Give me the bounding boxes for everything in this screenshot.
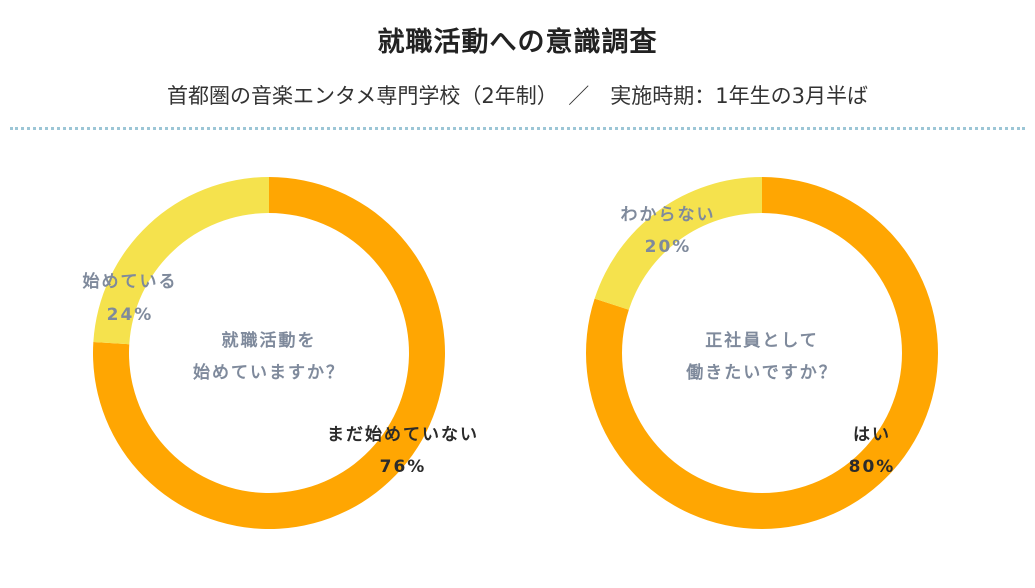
slice-value-started: 24% bbox=[107, 305, 154, 325]
slice-label-started: 始めている bbox=[83, 271, 178, 292]
slice-label-dont-know: わからない bbox=[621, 205, 716, 225]
slice-label-yes: はい bbox=[853, 425, 891, 445]
donut-chart-employment: 正社員として 働きたいですか？ はい 80% わからない 20% bbox=[585, 177, 938, 530]
donut-chart-job-hunting: 就職活動を 始めていますか？ まだ始めていない 76% 始めている 24% bbox=[83, 177, 479, 529]
center-text-line-2: 働きたいですか？ bbox=[685, 362, 838, 383]
donut-slice-dont-know bbox=[594, 177, 762, 310]
slice-value-dont-know: 20% bbox=[645, 237, 692, 257]
slice-value-yes: 80% bbox=[849, 457, 896, 477]
center-text-line-1: 就職活動を bbox=[222, 330, 317, 351]
page-subtitle: 首都圏の音楽エンタメ専門学校（2年制） ／ 実施時期：1年生の3月半ば bbox=[167, 84, 868, 108]
center-text-line-2: 始めていますか？ bbox=[193, 362, 345, 383]
dotted-divider bbox=[10, 127, 1025, 130]
center-text-line-1: 正社員として bbox=[705, 330, 819, 351]
page-title: 就職活動への意識調査 bbox=[377, 27, 658, 58]
slice-value-not-started: 76% bbox=[380, 457, 427, 477]
donut-slice-started bbox=[93, 177, 270, 345]
slice-label-not-started: まだ始めていない bbox=[327, 424, 479, 445]
